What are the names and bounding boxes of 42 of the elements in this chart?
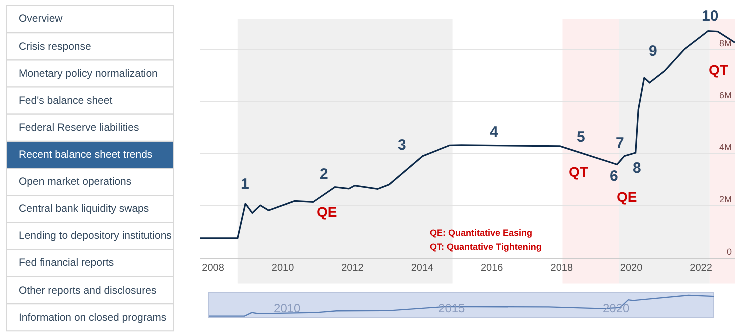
x-tick-label: 2008: [202, 263, 225, 274]
x-tick-label: 2020: [620, 263, 644, 274]
x-tick-label: 2010: [272, 263, 295, 274]
annotation: QE: [317, 204, 338, 220]
annotation: 2: [320, 166, 328, 183]
x-tick-label: 2018: [550, 263, 574, 274]
annotation: QT: [569, 164, 589, 180]
x-tick-label: 2016: [480, 263, 504, 274]
text: Overview: [19, 13, 64, 25]
annotation: 5: [577, 129, 586, 146]
annotation: QT: Quantative Tightening: [430, 242, 542, 252]
y-tick-label: 6M: [719, 90, 732, 100]
x-tick-label: 2012: [342, 263, 364, 274]
y-tick-label: 0: [726, 246, 732, 257]
annotation: 9: [649, 43, 658, 60]
text: Open market operations: [19, 176, 132, 188]
text: Information on closed programs: [19, 312, 167, 324]
annotation: 3: [398, 137, 406, 154]
y-tick-label: 4M: [719, 142, 732, 153]
text: Fed's balance sheet: [19, 95, 113, 107]
x-tick-label: 2010: [274, 302, 302, 316]
text: Lending to depository institutions: [19, 230, 172, 242]
annotation: QE: Quantitative Easing: [430, 228, 533, 238]
x-tick-label: 2022: [690, 263, 713, 274]
text: Monetary policy normalization: [19, 68, 158, 80]
x-tick-label: 2014: [411, 263, 434, 274]
text: Fed financial reports: [19, 257, 114, 269]
annotation: QE: [617, 189, 638, 205]
text: Federal Reserve liabilities: [19, 122, 140, 134]
text: Crisis response: [19, 41, 92, 53]
text: Recent balance sheet trends: [19, 149, 153, 161]
y-tick-label: 2M: [719, 194, 732, 205]
annotation: 6: [610, 168, 618, 185]
text: Other reports and disclosures: [19, 285, 157, 297]
annotation: QT: [709, 62, 729, 78]
y-tick-label: 8M: [719, 38, 732, 48]
annotation: 8: [633, 160, 642, 177]
annotation: 1: [241, 176, 250, 193]
text: Central bank liquidity swaps: [19, 203, 150, 215]
annotation: 10: [702, 8, 719, 25]
annotation: 7: [616, 135, 624, 152]
annotation: 4: [490, 124, 499, 141]
